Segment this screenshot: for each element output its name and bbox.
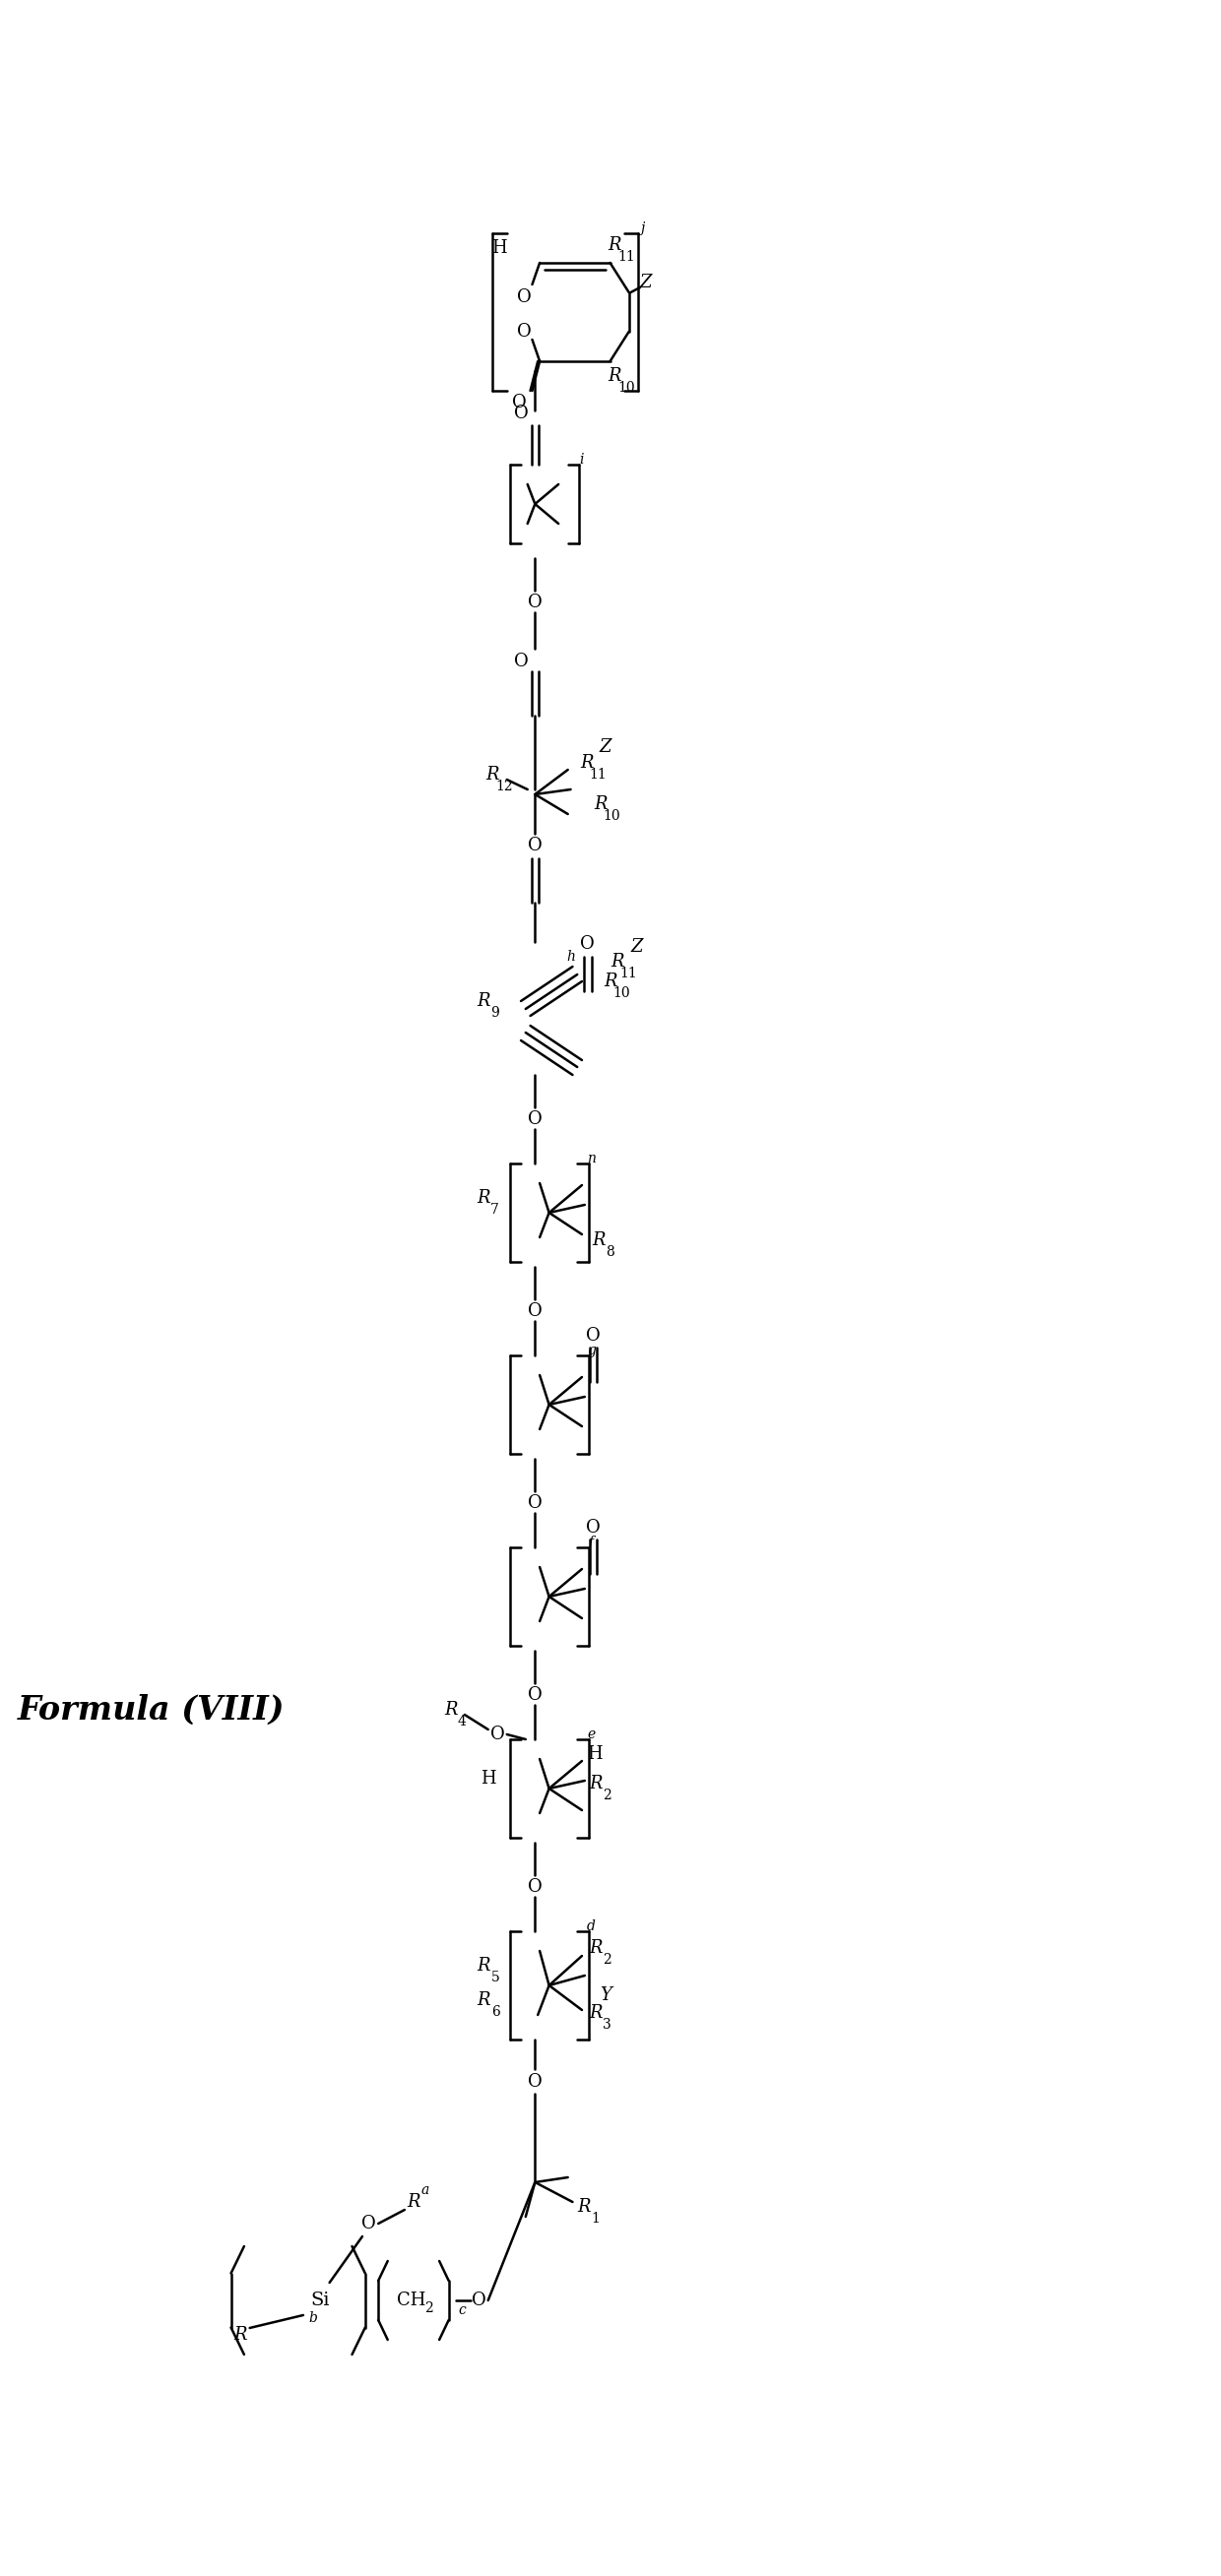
Text: 11: 11 <box>620 966 637 981</box>
Text: R: R <box>590 2004 603 2022</box>
Text: g: g <box>587 1345 596 1358</box>
Text: R: R <box>603 974 617 989</box>
Text: O: O <box>586 1520 601 1535</box>
Text: H: H <box>480 1770 496 1788</box>
Text: f: f <box>589 1535 593 1548</box>
Text: O: O <box>580 935 595 953</box>
Text: R: R <box>608 368 621 384</box>
Text: 10: 10 <box>618 381 635 394</box>
Text: Y: Y <box>600 1986 612 2004</box>
Text: O: O <box>527 1494 542 1512</box>
Text: R: R <box>592 1231 606 1249</box>
Text: O: O <box>527 2074 542 2092</box>
Text: a: a <box>421 2184 430 2197</box>
Text: j: j <box>641 222 645 234</box>
Text: d: d <box>587 1919 596 1932</box>
Text: R: R <box>580 755 593 773</box>
Text: c: c <box>458 2303 465 2318</box>
Text: R: R <box>476 1190 490 1206</box>
Text: O: O <box>527 1303 542 1319</box>
Text: R: R <box>476 1991 490 2009</box>
Text: 2: 2 <box>425 2300 433 2316</box>
Text: O: O <box>490 1726 504 1744</box>
Text: 10: 10 <box>613 987 630 999</box>
Text: O: O <box>361 2215 376 2233</box>
Text: R: R <box>486 765 499 783</box>
Text: 8: 8 <box>606 1244 614 1260</box>
Text: R: R <box>476 992 490 1010</box>
Text: R: R <box>578 2197 591 2215</box>
Text: e: e <box>587 1728 596 1741</box>
Text: Z: Z <box>640 273 652 291</box>
Text: R: R <box>595 796 607 814</box>
Text: i: i <box>580 453 584 466</box>
Text: Z: Z <box>600 739 612 755</box>
Text: R: R <box>444 1700 457 1718</box>
Text: R: R <box>608 237 621 255</box>
Text: Formula (VIII): Formula (VIII) <box>17 1692 284 1726</box>
Text: O: O <box>514 404 529 422</box>
Text: O: O <box>527 592 542 611</box>
Text: O: O <box>516 322 531 340</box>
Text: b: b <box>308 2311 317 2326</box>
Text: 5: 5 <box>491 1971 499 1984</box>
Text: 9: 9 <box>491 1007 499 1020</box>
Text: O: O <box>514 652 529 670</box>
Text: n: n <box>587 1151 596 1164</box>
Text: O: O <box>527 1110 542 1128</box>
Text: R: R <box>590 1775 603 1793</box>
Text: 2: 2 <box>603 1953 612 1965</box>
Text: 11: 11 <box>590 768 607 781</box>
Text: O: O <box>516 289 531 307</box>
Text: H: H <box>492 240 507 258</box>
Text: R: R <box>233 2326 247 2344</box>
Text: O: O <box>471 2293 486 2308</box>
Text: O: O <box>527 1878 542 1896</box>
Text: Si: Si <box>310 2293 330 2308</box>
Text: O: O <box>527 837 542 855</box>
Text: 10: 10 <box>603 809 620 822</box>
Text: 3: 3 <box>603 2017 612 2032</box>
Text: O: O <box>586 1327 601 1345</box>
Text: 1: 1 <box>591 2213 600 2226</box>
Text: O: O <box>527 1687 542 1703</box>
Text: 11: 11 <box>618 250 635 263</box>
Text: R: R <box>610 953 624 971</box>
Text: 2: 2 <box>603 1788 612 1803</box>
Text: 7: 7 <box>491 1203 499 1216</box>
Text: h: h <box>567 951 575 963</box>
Text: Z: Z <box>630 938 642 956</box>
Text: R: R <box>476 1958 490 1976</box>
Text: O: O <box>512 394 526 412</box>
Text: H: H <box>586 1744 602 1762</box>
Text: 6: 6 <box>491 2004 499 2020</box>
Text: R: R <box>590 1940 603 1958</box>
Text: CH: CH <box>397 2293 426 2308</box>
Text: 4: 4 <box>458 1716 466 1728</box>
Text: 12: 12 <box>496 781 513 793</box>
Text: R: R <box>408 2192 420 2210</box>
